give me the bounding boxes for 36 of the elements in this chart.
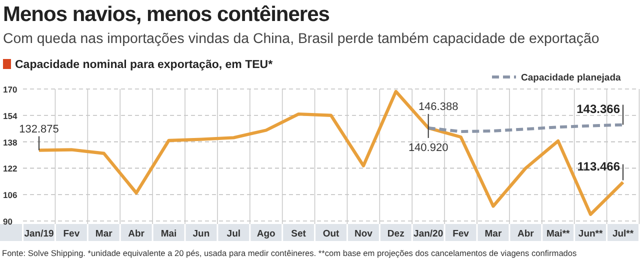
legend-label: Capacidade planejada xyxy=(521,72,622,84)
chart-subtitle: Com queda nas importações vindas da China, Brasil perde também capacidade de exportação xyxy=(3,31,600,47)
x-tick-label: Set xyxy=(291,228,307,240)
chart-title: Menos navios, menos contêineres xyxy=(3,3,330,26)
x-tick-label: Abr xyxy=(517,228,534,240)
x-tick-label: Mai** xyxy=(546,228,570,240)
x-tick-label: Mai xyxy=(160,228,177,240)
x-tick-label: Fev xyxy=(63,228,80,240)
y-tick-label: 154 xyxy=(3,110,18,121)
x-tick-label: Jun xyxy=(192,228,210,240)
source-note: Fonte: Solve Shipping. *unidade equivalente a 20 pés, usada para medir contêineres. **com base em projeções dos cancelamentos de viagens confirmados xyxy=(2,248,577,258)
x-tick-label: Mar xyxy=(95,228,113,240)
y-tick-label: 170 xyxy=(3,84,18,94)
x-tick-label: Jun** xyxy=(578,228,603,240)
y-axis-title: Capacidade nominal para exportação, em TEU* xyxy=(15,59,274,71)
annotation: 113.466 xyxy=(577,159,620,174)
x-tick-label: Abr xyxy=(128,228,145,240)
x-tick-label: Out xyxy=(322,228,340,240)
annotation: 140.920 xyxy=(408,142,448,154)
y-tick-label: 122 xyxy=(3,164,18,174)
x-tick-label: Jan/20 xyxy=(414,228,444,240)
annotation: 146.388 xyxy=(418,100,458,113)
annotation: 143.366 xyxy=(576,102,620,116)
y-tick-label: 106 xyxy=(3,190,18,200)
x-tick-label: Fev xyxy=(452,228,470,240)
x-tick-label: Jul** xyxy=(612,228,634,240)
x-tick-label: Jul xyxy=(226,228,241,240)
y-tick-label: 90 xyxy=(3,216,13,226)
x-tick-label: Ago xyxy=(256,228,276,240)
x-tick-label: Jan/19 xyxy=(24,228,54,240)
x-tick-label: Dez xyxy=(387,228,405,240)
x-tick-label: Nov xyxy=(354,228,374,240)
line-series xyxy=(426,123,624,134)
annotation: 132.875 xyxy=(19,123,59,136)
y-tick-label: 138 xyxy=(3,137,18,148)
x-tick-label: Mar xyxy=(484,228,502,240)
